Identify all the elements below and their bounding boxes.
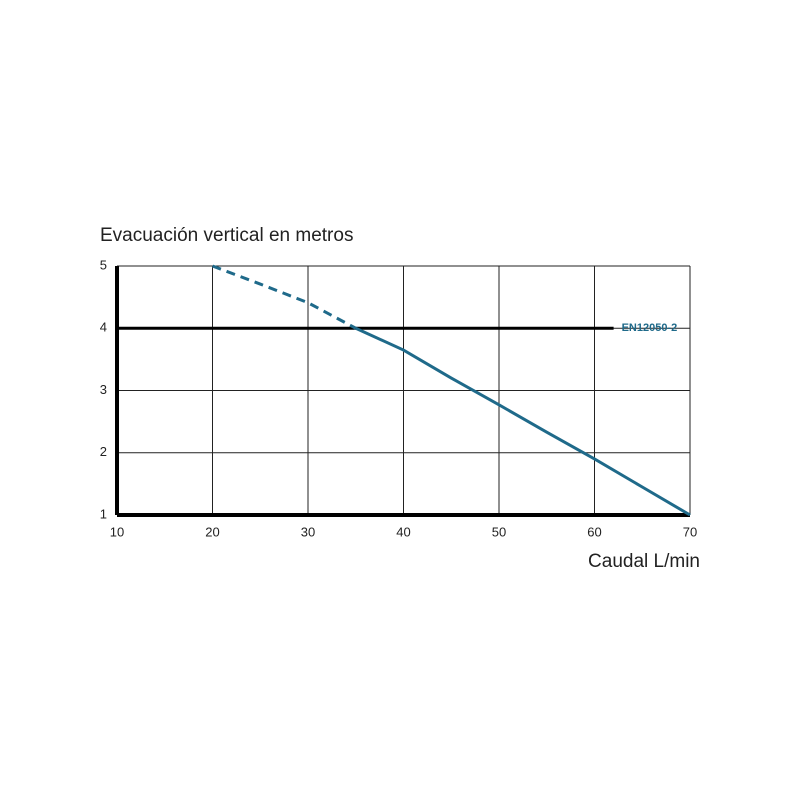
x-tick-label: 60 xyxy=(587,524,601,539)
x-tick-label: 40 xyxy=(396,524,410,539)
x-axis-label: Caudal L/min xyxy=(588,551,700,572)
y-tick-label: 4 xyxy=(100,320,107,335)
y-tick-label: 5 xyxy=(100,257,107,272)
y-axis-label: Evacuación vertical en metros xyxy=(100,225,353,246)
reference-label: EN12050-2 xyxy=(622,322,678,334)
y-tick-label: 2 xyxy=(100,444,107,459)
x-tick-label: 50 xyxy=(492,524,506,539)
x-tick-label: 20 xyxy=(205,524,219,539)
y-tick-label: 3 xyxy=(100,382,107,397)
line-series xyxy=(355,326,691,517)
x-tick-label: 70 xyxy=(683,524,697,539)
y-tick-label: 1 xyxy=(100,506,107,521)
line-series xyxy=(211,264,357,330)
x-tick-label: 10 xyxy=(110,524,124,539)
x-tick-label: 30 xyxy=(301,524,315,539)
